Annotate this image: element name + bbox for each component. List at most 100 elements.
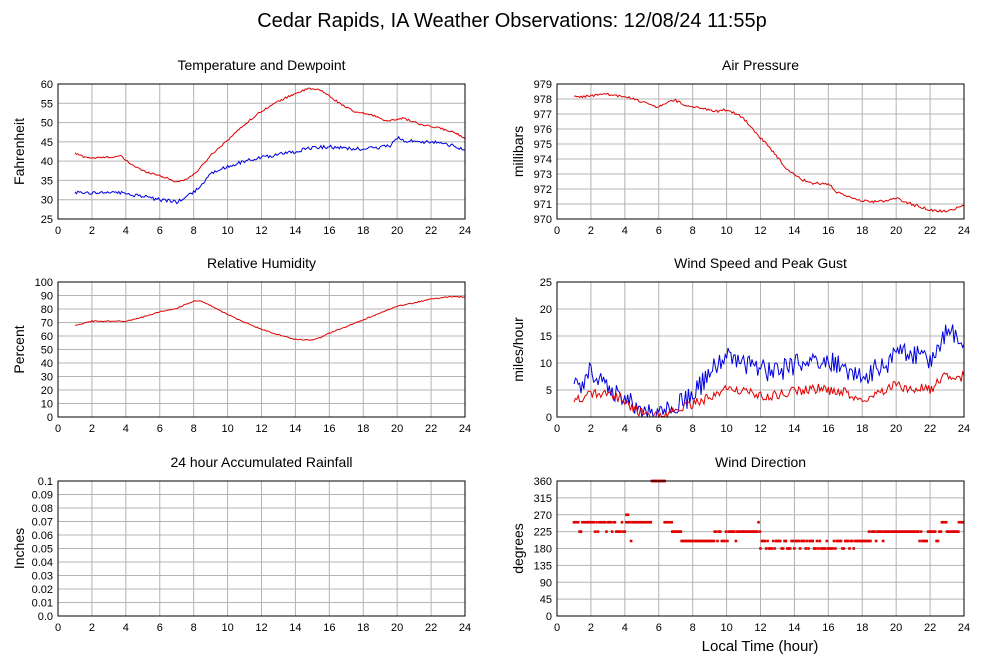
x-tick-label: 6 <box>157 225 163 237</box>
x-tick-label: 18 <box>856 225 868 237</box>
direction-point <box>839 539 843 543</box>
x-axis-label-main: Local Time (hour) <box>702 638 819 655</box>
direction-point <box>849 539 853 543</box>
direction-point <box>600 520 604 524</box>
direction-point <box>633 520 637 524</box>
direction-point <box>897 530 900 533</box>
direction-point <box>572 520 576 524</box>
direction-point <box>612 520 615 524</box>
direction-point <box>891 530 895 533</box>
x-tick-label: 10 <box>221 622 233 634</box>
x-tick-label: 24 <box>459 225 471 237</box>
y-tick-label: 0.08 <box>32 503 53 515</box>
direction-point <box>626 513 630 517</box>
direction-point <box>780 547 783 550</box>
direction-point <box>781 547 785 550</box>
x-tick-label: 4 <box>622 423 628 435</box>
x-tick-label: 24 <box>459 423 471 435</box>
direction-point <box>911 530 914 533</box>
direction-point <box>935 539 938 543</box>
direction-point <box>769 547 772 550</box>
direction-point <box>716 539 719 543</box>
x-tick-label: 8 <box>191 225 197 237</box>
direction-point <box>622 530 625 533</box>
y-tick-label: 0.06 <box>32 530 53 542</box>
x-tick-label: 24 <box>958 423 970 435</box>
x-tick-label: 14 <box>289 423 301 435</box>
direction-point <box>853 539 857 543</box>
direction-point <box>940 520 944 524</box>
direction-point <box>719 530 722 533</box>
direction-point <box>702 539 706 543</box>
x-tick-label: 16 <box>822 423 834 435</box>
x-tick-label: 14 <box>289 622 301 634</box>
direction-point <box>801 539 805 543</box>
direction-point <box>645 520 648 524</box>
direction-point <box>720 539 724 543</box>
direction-point <box>607 520 611 524</box>
x-tick-label: 12 <box>255 225 267 237</box>
direction-point <box>788 547 792 550</box>
direction-point <box>602 520 605 524</box>
x-tick-label: 6 <box>157 423 163 435</box>
direction-point <box>606 520 610 524</box>
direction-point <box>884 530 888 533</box>
x-tick-label: 22 <box>924 225 936 237</box>
direction-point <box>734 539 738 543</box>
direction-point <box>588 520 591 524</box>
direction-point <box>955 530 959 533</box>
direction-point <box>617 530 621 533</box>
direction-point <box>895 530 899 533</box>
direction-point <box>727 530 731 533</box>
y-tick-label: 0.02 <box>32 584 53 596</box>
y-tick-label: 40 <box>41 156 53 168</box>
direction-point <box>881 539 885 543</box>
direction-point <box>675 530 678 533</box>
direction-point <box>755 530 759 533</box>
direction-point <box>576 520 580 524</box>
y-tick-label: 60 <box>41 79 53 91</box>
direction-point <box>672 530 676 533</box>
x-tick-label: 6 <box>157 622 163 634</box>
direction-point <box>828 547 832 550</box>
x-tick-label: 12 <box>255 622 267 634</box>
direction-point <box>595 520 598 524</box>
direction-point <box>771 539 775 543</box>
direction-point <box>825 539 829 543</box>
direction-point <box>928 530 931 533</box>
y-tick-label: 0.01 <box>32 598 53 610</box>
direction-point <box>902 530 906 533</box>
direction-point <box>960 520 964 524</box>
direction-point <box>957 530 960 533</box>
direction-point <box>843 539 847 543</box>
direction-point <box>641 520 644 524</box>
y-tick-label: 0.09 <box>32 490 53 502</box>
direction-point <box>629 539 633 543</box>
direction-point <box>746 530 750 533</box>
y-tick-label: 35 <box>41 175 53 187</box>
y-tick-label: 975 <box>534 139 552 151</box>
direction-point <box>943 520 947 524</box>
direction-point <box>624 520 628 524</box>
y-tick-label: 0 <box>546 412 552 424</box>
y-tick-label: 40 <box>41 358 53 370</box>
direction-point <box>892 530 896 533</box>
direction-point <box>681 539 685 543</box>
x-tick-label: 20 <box>391 225 403 237</box>
direction-point <box>676 530 680 533</box>
y-tick-label: 225 <box>534 527 552 539</box>
humidity-series-0 <box>75 295 466 341</box>
direction-point <box>948 530 952 533</box>
wind-series-0 <box>573 324 965 418</box>
direction-point <box>642 520 646 524</box>
direction-point <box>626 520 630 524</box>
direction-point <box>851 539 854 543</box>
direction-point <box>791 539 795 543</box>
direction-point <box>945 530 949 533</box>
x-tick-label: 20 <box>391 423 403 435</box>
direction-point <box>952 530 956 533</box>
direction-point <box>762 539 765 543</box>
direction-point <box>915 530 919 533</box>
